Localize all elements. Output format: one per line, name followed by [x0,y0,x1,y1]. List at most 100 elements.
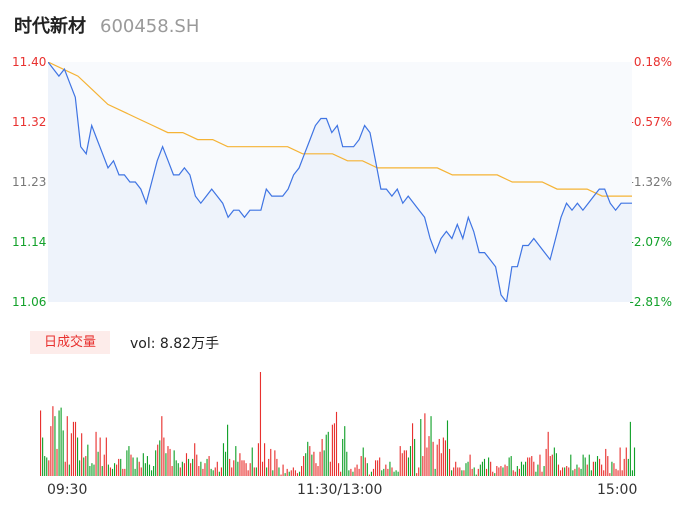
volume-bar [48,460,50,476]
volume-bar [194,443,196,476]
volume-bar [83,457,85,476]
volume-bar [315,463,317,476]
volume-bar [257,443,259,476]
volume-bar [266,467,268,476]
volume-bar [169,448,171,476]
volume-bar [56,448,58,476]
price-tick-label: 11.23 [12,175,47,189]
volume-bar [432,441,434,476]
volume-bar [603,470,605,476]
volume-bar [218,471,220,476]
volume-bar [268,458,270,476]
volume-bar [533,461,535,476]
time-label-open: 09:30 [47,482,88,498]
volume-bar [103,454,105,476]
volume-bar [132,457,134,476]
percent-tick-label: -0.57% [629,115,672,129]
volume-bar [66,416,68,476]
price-chart-svg [48,62,632,302]
volume-bar [541,471,543,476]
volume-bar [549,456,551,476]
volume-bar [298,471,301,476]
volume-bar [522,464,525,476]
percent-tick-label: -2.81% [629,295,672,309]
volume-bar [307,441,309,476]
percent-tick-label: 0.18% [633,55,672,69]
volume-bar [543,466,545,476]
volume-bar [448,448,451,476]
volume-bar [245,463,247,476]
stock-code: 600458.SH [100,16,200,37]
volume-bar [74,421,77,476]
volume-bar [118,458,120,476]
volume-bar [411,423,414,476]
volume-bar [352,471,354,476]
volume-bar [627,458,629,476]
volume-bar [506,466,508,476]
volume-bar [91,463,93,476]
volume-bar [457,467,459,476]
volume-chart[interactable] [40,362,636,476]
volume-bar [321,438,323,476]
volume-bar [463,470,465,476]
volume-bar [594,461,597,476]
volume-bar [107,464,109,476]
volume-bar [631,470,634,476]
volume-bar [492,471,494,476]
intraday-price-chart[interactable] [48,62,632,302]
volume-bar [467,461,469,476]
volume-chart-svg [40,372,636,476]
volume-bar [414,438,416,476]
volume-bar [126,450,128,476]
volume-bar [177,463,179,476]
volume-bar [518,468,520,476]
volume-bar [148,464,151,476]
volume-bar [327,431,329,476]
price-tick-label: 11.40 [12,55,47,69]
volume-bar [496,466,498,476]
volume-bar [120,458,122,476]
volume-bar [574,468,576,476]
stock-header: 时代新材 600458.SH [14,12,199,40]
volume-bar [609,473,611,476]
volume-bar [200,461,202,476]
volume-bar [259,372,262,476]
volume-bar [99,437,101,476]
volume-bar [531,456,533,476]
volume-bar [633,447,636,476]
volume-bar [325,434,327,476]
volume-bar [475,474,477,476]
volume-bar [383,468,385,476]
volume-bar [251,447,253,476]
volume-bar [409,446,412,476]
volume-bar [222,443,225,476]
volume-bar [483,458,486,476]
volume-bar [79,460,81,476]
volume-bar [157,444,159,476]
volume-bar [368,474,370,476]
volume-bar [81,433,83,476]
volume-bar [52,406,54,476]
volume-bar [455,461,457,476]
volume-bar [165,453,167,476]
volume-tab[interactable]: 日成交量 [30,331,110,354]
volume-bar [138,461,140,476]
volume-bar [58,410,60,476]
volume-bar [498,467,500,476]
volume-bar [294,470,296,476]
volume-bar [516,466,518,476]
volume-bar [397,471,399,476]
volume-bar [155,450,157,476]
volume-bar [572,470,574,476]
volume-bar [485,468,488,476]
volume-bar [527,457,529,476]
volume-bar [159,440,161,476]
volume-bar [471,468,473,476]
volume-bar [233,460,235,476]
volume-bar [319,451,321,476]
volume-bar [278,467,280,476]
volume-bar [370,471,373,476]
volume-bar [520,461,523,476]
volume-bar [420,419,422,476]
volume-bar [551,454,553,476]
